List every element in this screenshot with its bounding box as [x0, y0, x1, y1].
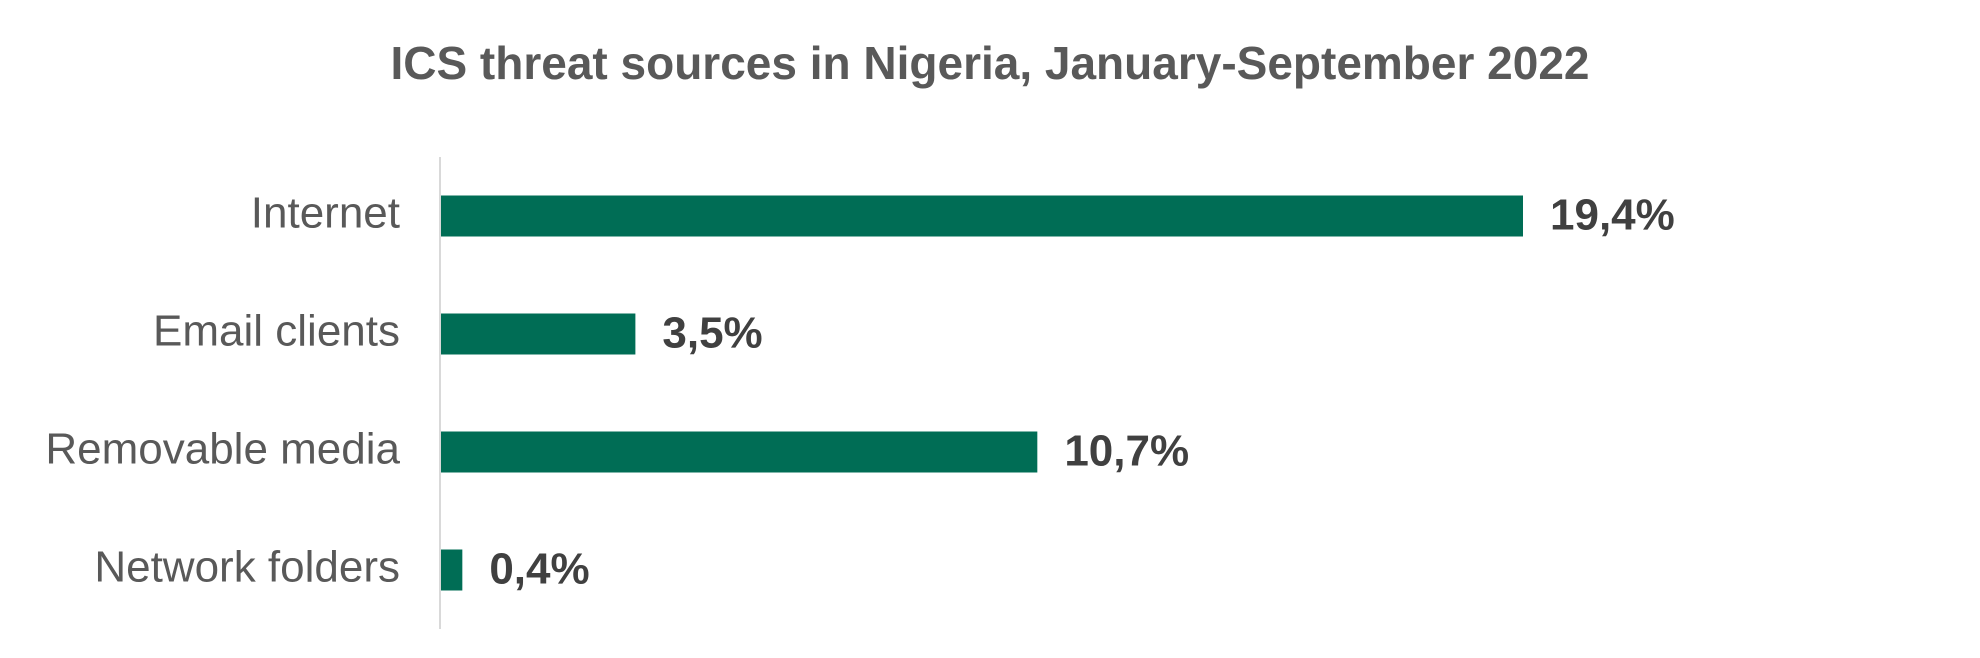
category-label: Removable media: [45, 425, 400, 474]
category-label: Internet: [251, 189, 400, 238]
bar-network-folders: [440, 549, 463, 591]
value-label: 19,4%: [1550, 191, 1675, 240]
bar-internet: [440, 195, 1523, 237]
value-label: 0,4%: [489, 545, 589, 594]
bars-layer: Internet 19,4% Email clients 3,5% Removable …: [45, 189, 1674, 594]
category-label: Network folders: [94, 543, 400, 592]
bar-email-clients: [440, 313, 636, 355]
bar-removable-media: [440, 431, 1038, 473]
category-label: Email clients: [153, 307, 400, 356]
value-label: 10,7%: [1064, 427, 1189, 476]
value-label: 3,5%: [662, 309, 762, 358]
chart-title: ICS threat sources in Nigeria, January-S…: [390, 37, 1590, 89]
